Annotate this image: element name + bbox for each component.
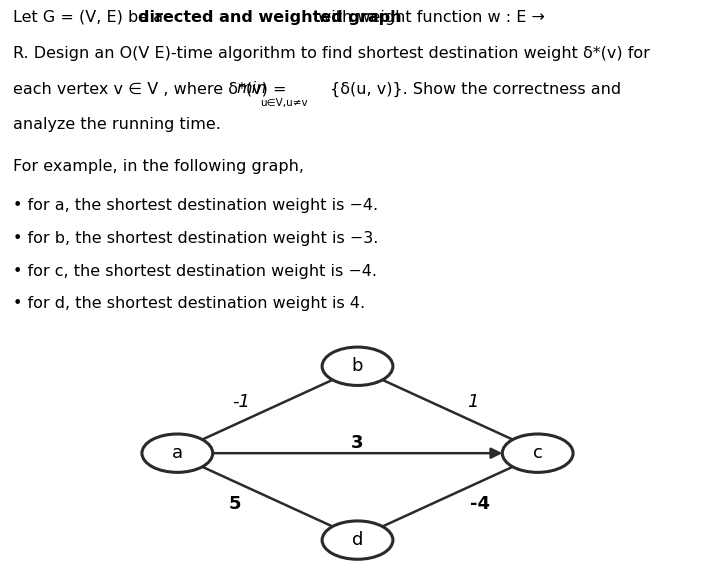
Text: u∈V,u≠v: u∈V,u≠v (260, 98, 308, 107)
Text: • for d, the shortest destination weight is 4.: • for d, the shortest destination weight… (13, 296, 365, 311)
Text: each vertex v ∈ V , where δ*(v) =: each vertex v ∈ V , where δ*(v) = (13, 81, 292, 96)
Text: • for c, the shortest destination weight is −4.: • for c, the shortest destination weight… (13, 264, 377, 278)
Text: min: min (237, 81, 267, 96)
Text: a: a (172, 444, 183, 462)
Text: 3: 3 (351, 434, 364, 452)
Text: R. Design an O(V E)-time algorithm to find shortest destination weight δ*(v) for: R. Design an O(V E)-time algorithm to fi… (13, 45, 650, 60)
Text: analyze the running time.: analyze the running time. (13, 117, 221, 132)
Text: b: b (352, 357, 363, 375)
Text: • for b, the shortest destination weight is −3.: • for b, the shortest destination weight… (13, 231, 378, 246)
Ellipse shape (503, 434, 573, 472)
Text: 1: 1 (468, 393, 479, 411)
Text: d: d (352, 531, 363, 549)
Text: 5: 5 (229, 496, 242, 513)
Text: -1: -1 (232, 393, 251, 411)
Ellipse shape (322, 521, 393, 560)
Text: directed and weighted graph: directed and weighted graph (138, 10, 402, 25)
Text: For example, in the following graph,: For example, in the following graph, (13, 159, 304, 174)
Text: {δ(u, v)}. Show the correctness and: {δ(u, v)}. Show the correctness and (325, 81, 621, 96)
Ellipse shape (322, 347, 393, 385)
Text: with weight function w : E →: with weight function w : E → (313, 10, 545, 25)
Text: -4: -4 (470, 496, 490, 513)
Ellipse shape (142, 434, 213, 472)
Text: • for a, the shortest destination weight is −4.: • for a, the shortest destination weight… (13, 199, 378, 213)
Text: Let G = (V, E) be a: Let G = (V, E) be a (13, 10, 168, 25)
Text: c: c (533, 444, 543, 462)
